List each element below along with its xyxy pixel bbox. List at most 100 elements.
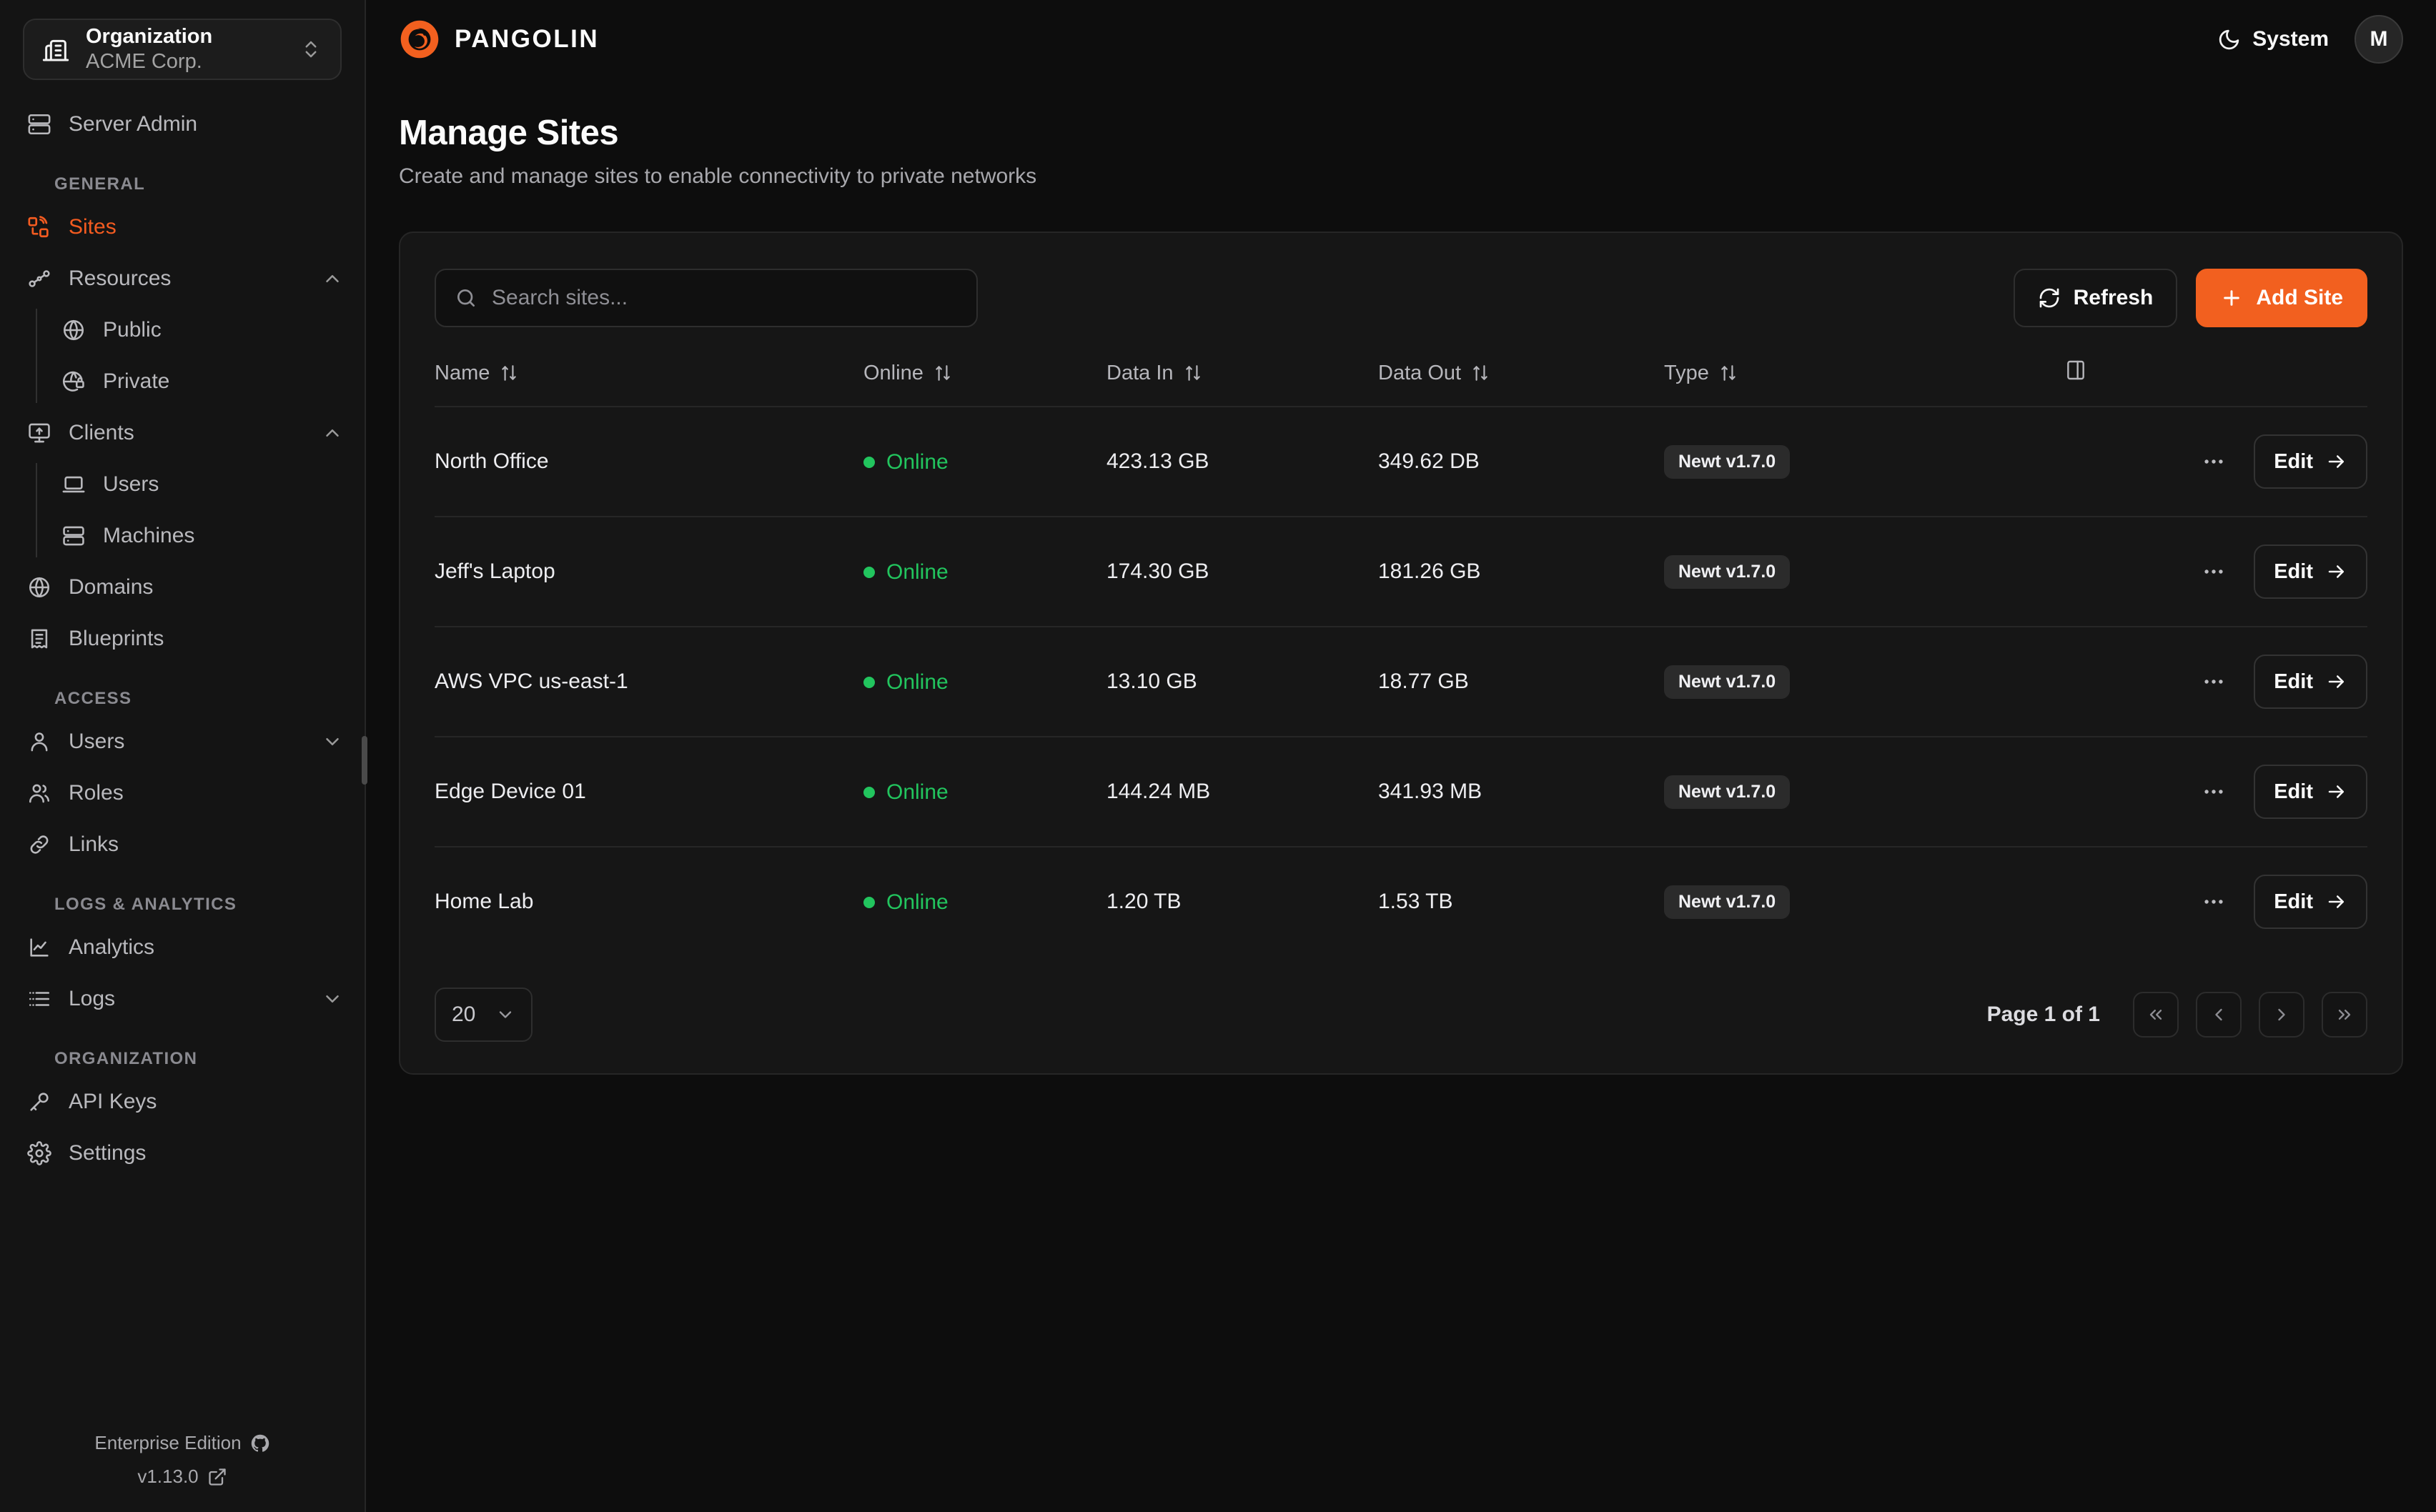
cell-type: Newt v1.7.0 <box>1664 407 2064 517</box>
avatar[interactable]: M <box>2355 15 2403 64</box>
sidebar-item-private[interactable]: Private <box>36 356 365 407</box>
globe-lock-icon <box>61 369 86 394</box>
sidebar-item-logs[interactable]: Logs <box>0 973 365 1025</box>
arrow-right-icon <box>2326 561 2347 582</box>
sort-icon <box>1719 364 1738 382</box>
row-menu-button[interactable] <box>2192 440 2235 483</box>
search-box[interactable] <box>435 269 978 327</box>
column-header-data-out[interactable]: Data Out <box>1378 359 1664 407</box>
table-row[interactable]: North Office Online 423.13 GB 349.62 DB … <box>435 407 2367 517</box>
status-label: Online <box>886 559 949 584</box>
sidebar-item-api-keys[interactable]: API Keys <box>0 1076 365 1128</box>
previous-page-button[interactable] <box>2196 992 2242 1038</box>
edition-link[interactable]: Enterprise Edition <box>94 1432 269 1454</box>
sidebar-item-server-admin[interactable]: Server Admin <box>0 99 365 150</box>
cell-name: Edge Device 01 <box>435 780 586 803</box>
sidebar-item-sites[interactable]: Sites <box>0 202 365 253</box>
sidebar-item-label: Blueprints <box>69 627 164 650</box>
sidebar-item-blueprints[interactable]: Blueprints <box>0 613 365 665</box>
version-link[interactable]: v1.13.0 <box>137 1466 227 1488</box>
sidebar-item-resources[interactable]: Resources <box>0 253 365 304</box>
column-visibility-icon[interactable] <box>2064 359 2087 382</box>
sidebar-item-analytics[interactable]: Analytics <box>0 922 365 973</box>
sidebar-item-label: Logs <box>69 987 116 1010</box>
add-site-label: Add Site <box>2256 286 2343 309</box>
globe-icon <box>61 318 86 342</box>
sidebar-item-domains[interactable]: Domains <box>0 562 365 613</box>
edit-label: Edit <box>2274 890 2313 913</box>
last-page-button[interactable] <box>2322 992 2367 1038</box>
user-icon <box>27 730 51 754</box>
chart-line-icon <box>27 935 51 960</box>
sidebar-item-label: API Keys <box>69 1090 157 1113</box>
column-header-type[interactable]: Type <box>1664 359 2064 407</box>
cell-data-out: 341.93 MB <box>1378 780 1482 803</box>
sidebar-item-label: Settings <box>69 1141 147 1165</box>
chevron-up-down-icon <box>300 39 322 60</box>
edit-button[interactable]: Edit <box>2254 875 2367 929</box>
sidebar-item-users-access[interactable]: Users <box>0 716 365 767</box>
cell-data-in: 174.30 GB <box>1106 559 1209 583</box>
column-header-online[interactable]: Online <box>863 359 1106 407</box>
refresh-label: Refresh <box>2073 286 2154 309</box>
row-menu-button[interactable] <box>2192 550 2235 593</box>
table-row[interactable]: Edge Device 01 Online 144.24 MB 341.93 M… <box>435 737 2367 847</box>
sidebar-item-label: Clients <box>69 421 134 444</box>
table-row[interactable]: Jeff's Laptop Online 174.30 GB 181.26 GB… <box>435 517 2367 627</box>
github-icon <box>250 1433 270 1453</box>
refresh-button[interactable]: Refresh <box>2013 269 2178 327</box>
machines-icon <box>61 524 86 548</box>
type-badge: Newt v1.7.0 <box>1664 775 1791 809</box>
theme-toggle[interactable]: System <box>2217 27 2329 51</box>
sidebar-item-label: Users <box>69 730 125 753</box>
arrow-right-icon <box>2326 891 2347 912</box>
cell-name: Jeff's Laptop <box>435 559 555 583</box>
search-input[interactable] <box>492 286 958 310</box>
edit-button[interactable]: Edit <box>2254 765 2367 819</box>
next-page-button[interactable] <box>2259 992 2304 1038</box>
brand-logo[interactable]: PANGOLIN <box>399 19 599 60</box>
edit-button[interactable]: Edit <box>2254 434 2367 489</box>
row-menu-button[interactable] <box>2192 770 2235 813</box>
sidebar-resize-handle[interactable] <box>362 736 367 785</box>
status-dot <box>863 456 875 468</box>
add-site-button[interactable]: Add Site <box>2196 269 2367 327</box>
sidebar-item-machines[interactable]: Machines <box>36 510 365 562</box>
key-icon <box>27 1090 51 1114</box>
organization-switcher[interactable]: Organization ACME Corp. <box>23 19 342 80</box>
cell-data-out: 18.77 GB <box>1378 670 1469 693</box>
cell-data-in: 13.10 GB <box>1106 670 1197 693</box>
sidebar-item-public[interactable]: Public <box>36 304 365 356</box>
status-label: Online <box>886 890 949 914</box>
sites-table: Name Online <box>435 359 2367 956</box>
sites-icon <box>27 215 51 239</box>
toolbar-actions: Refresh Add Site <box>2013 269 2367 327</box>
arrow-right-icon <box>2326 451 2347 472</box>
edit-button[interactable]: Edit <box>2254 544 2367 599</box>
avatar-initial: M <box>2370 27 2388 51</box>
row-menu-button[interactable] <box>2192 880 2235 923</box>
sidebar-item-links[interactable]: Links <box>0 819 365 870</box>
sidebar-item-clients[interactable]: Clients <box>0 407 365 459</box>
column-header-name[interactable]: Name <box>435 359 863 407</box>
table-row[interactable]: AWS VPC us-east-1 Online 13.10 GB 18.77 … <box>435 627 2367 737</box>
topbar: PANGOLIN System M <box>366 0 2436 79</box>
type-badge: Newt v1.7.0 <box>1664 554 1791 589</box>
pangolin-logo-icon <box>399 19 440 60</box>
sidebar-item-users-clients[interactable]: Users <box>36 459 365 510</box>
brand-name: PANGOLIN <box>455 25 600 53</box>
page-size-select[interactable]: 20 <box>435 988 533 1042</box>
cell-name: North Office <box>435 449 549 473</box>
cell-online: Online <box>863 407 1106 517</box>
main-content: PANGOLIN System M Manage Sites Create <box>366 0 2436 1512</box>
table-row[interactable]: Home Lab Online 1.20 TB 1.53 TB Newt v1.… <box>435 847 2367 956</box>
cell-data-out: 1.53 TB <box>1378 890 1453 913</box>
sidebar-item-settings[interactable]: Settings <box>0 1128 365 1179</box>
column-header-data-in[interactable]: Data In <box>1106 359 1378 407</box>
edit-button[interactable]: Edit <box>2254 655 2367 709</box>
sidebar-item-roles[interactable]: Roles <box>0 767 365 819</box>
sidebar-item-label: Links <box>69 832 119 856</box>
row-menu-button[interactable] <box>2192 660 2235 703</box>
first-page-button[interactable] <box>2133 992 2179 1038</box>
cell-online: Online <box>863 847 1106 956</box>
